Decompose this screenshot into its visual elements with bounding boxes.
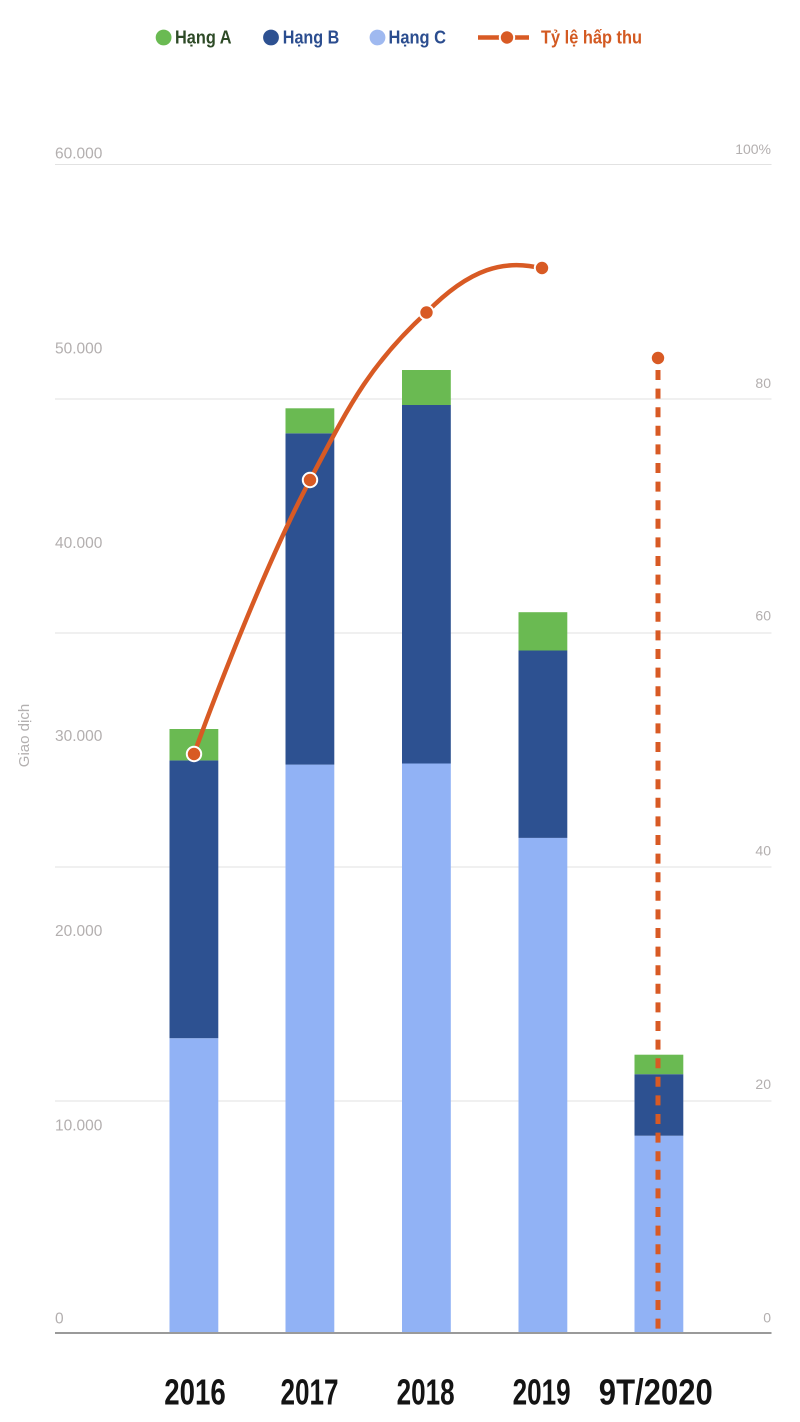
svg-text:10.000: 10.000	[55, 1118, 103, 1135]
svg-text:0: 0	[55, 1311, 64, 1328]
svg-text:30.000: 30.000	[55, 728, 103, 745]
svg-text:Hạng C: Hạng C	[389, 27, 447, 47]
svg-text:Hạng A: Hạng A	[175, 27, 232, 47]
svg-text:60: 60	[755, 608, 771, 624]
svg-text:2016: 2016	[164, 1372, 226, 1413]
svg-text:20: 20	[755, 1076, 771, 1092]
svg-text:100%: 100%	[735, 141, 771, 157]
svg-text:40: 40	[755, 843, 771, 859]
svg-text:50.000: 50.000	[55, 341, 103, 358]
svg-text:Hạng B: Hạng B	[283, 27, 340, 47]
svg-text:9T/2020: 9T/2020	[599, 1372, 713, 1413]
svg-text:60.000: 60.000	[55, 146, 103, 163]
svg-text:20.000: 20.000	[55, 923, 103, 940]
svg-text:80: 80	[755, 375, 771, 391]
svg-text:0: 0	[763, 1310, 771, 1326]
svg-text:2019: 2019	[513, 1372, 571, 1413]
svg-text:Tỷ lệ hấp thu: Tỷ lệ hấp thu	[541, 27, 642, 47]
svg-text:2018: 2018	[397, 1372, 455, 1413]
svg-text:2017: 2017	[281, 1372, 339, 1413]
svg-text:40.000: 40.000	[55, 535, 103, 552]
svg-text:Giao dịch: Giao dịch	[16, 704, 33, 767]
